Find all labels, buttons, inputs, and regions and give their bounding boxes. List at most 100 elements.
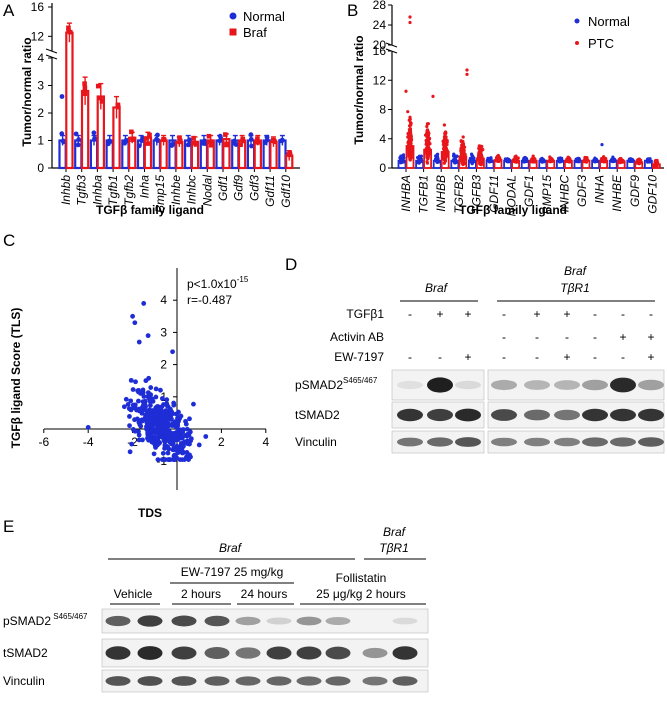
point-normal <box>452 157 456 162</box>
point-normal <box>454 158 458 162</box>
point-normal <box>453 160 457 164</box>
point-ptc <box>425 151 429 155</box>
point-ptc <box>478 150 482 154</box>
point-ptc <box>460 161 464 165</box>
point-normal <box>647 158 652 162</box>
scatter-point <box>154 414 159 420</box>
point-braf <box>144 136 149 141</box>
scatter-point <box>145 390 151 396</box>
bar-normal <box>184 139 193 170</box>
point-ptc <box>425 159 429 164</box>
point-ptc <box>496 157 500 161</box>
point-ptc <box>496 156 501 160</box>
point-ptc <box>427 149 431 153</box>
point-ptc <box>461 152 465 156</box>
panel-e-letter: E <box>3 517 14 536</box>
point-ptc <box>638 161 642 165</box>
point-ptc <box>513 157 517 161</box>
scatter-point <box>158 387 163 393</box>
scatter-point <box>169 416 174 422</box>
blot-frame <box>487 369 665 401</box>
point-ptc <box>477 158 482 162</box>
point-ptc <box>513 158 517 162</box>
point-ptc <box>479 158 483 162</box>
point-ptc <box>461 157 465 161</box>
point-ptc <box>654 163 658 167</box>
point-ptc <box>601 157 605 161</box>
point-normal <box>454 160 458 164</box>
point-normal <box>434 158 438 162</box>
point-ptc <box>444 147 448 151</box>
point-normal <box>574 159 579 164</box>
point-normal <box>233 142 239 147</box>
scatter-point <box>164 434 170 440</box>
scatter-point <box>132 320 138 326</box>
point-normal <box>468 156 472 160</box>
blot-frame <box>391 401 485 429</box>
point-normal <box>576 159 581 163</box>
point-normal <box>630 159 634 163</box>
point-ptc <box>637 162 641 166</box>
point-normal <box>399 159 403 163</box>
point-normal <box>453 158 457 162</box>
point-ptc <box>497 159 501 163</box>
point-ptc <box>408 129 413 133</box>
point-normal <box>505 157 510 161</box>
x-tick-label: 2 <box>218 435 225 449</box>
point-ptc <box>619 157 623 161</box>
point-ptc <box>479 157 484 161</box>
point-ptc <box>461 157 466 161</box>
point-normal <box>416 159 420 163</box>
point-normal <box>471 159 475 163</box>
point-ptc <box>531 159 535 163</box>
scatter-point <box>154 442 160 448</box>
point-ptc <box>461 156 465 160</box>
point-ptc <box>407 124 412 128</box>
bar-braf <box>96 95 105 170</box>
point-normal <box>558 159 563 163</box>
point-normal <box>522 158 526 162</box>
panel-b-legend-normal-marker <box>574 18 580 24</box>
point-ptc <box>443 155 447 159</box>
point-ptc <box>635 161 639 165</box>
point-normal <box>469 160 473 164</box>
point-ptc <box>514 158 519 162</box>
point-normal <box>627 159 632 163</box>
point-ptc <box>443 150 447 154</box>
point-ptc <box>478 157 482 161</box>
point-ptc <box>548 159 552 163</box>
point-ptc <box>442 147 446 151</box>
blot-tbr1 <box>487 430 665 454</box>
point-normal <box>646 160 650 164</box>
point-normal <box>435 157 439 161</box>
point-ptc <box>548 159 552 163</box>
point-normal <box>487 160 492 164</box>
point-ptc <box>497 155 501 159</box>
point-ptc <box>479 163 483 167</box>
point-ptc <box>424 150 429 154</box>
point-normal <box>452 159 457 163</box>
scatter-point <box>180 427 186 432</box>
point-ptc <box>424 149 428 154</box>
point-normal <box>646 159 650 163</box>
scatter-point <box>170 431 176 437</box>
point-ptc <box>495 156 500 160</box>
scatter-point <box>147 396 153 402</box>
point-ptc <box>406 143 411 147</box>
point-ptc <box>426 145 430 149</box>
point-ptc <box>407 154 411 158</box>
point-ptc <box>549 158 553 162</box>
point-braf <box>161 137 166 143</box>
point-ptc <box>426 140 430 144</box>
panel-e-cond-24h: 24 hours <box>241 587 288 601</box>
point-ptc <box>566 157 570 161</box>
point-normal <box>436 155 440 159</box>
x-tick-label: INHBB <box>434 175 448 212</box>
point-normal <box>489 159 493 163</box>
point-ptc <box>442 152 447 156</box>
point-normal <box>523 157 528 162</box>
scatter-point <box>177 457 183 462</box>
point-normal <box>647 159 651 163</box>
point-ptc <box>638 160 642 164</box>
band <box>204 676 230 686</box>
